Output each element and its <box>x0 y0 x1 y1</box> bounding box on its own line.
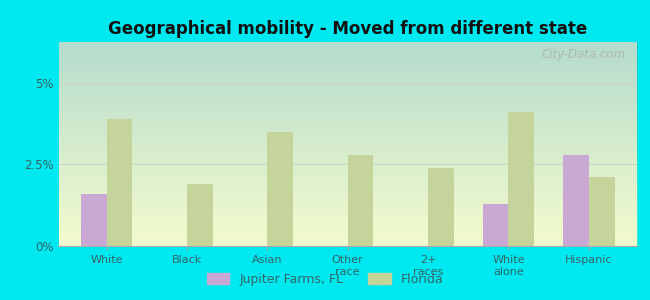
Bar <box>483 204 508 246</box>
Bar <box>81 194 107 246</box>
Bar <box>508 112 534 246</box>
Bar <box>107 119 133 246</box>
Bar <box>589 178 614 246</box>
Bar <box>187 184 213 246</box>
Title: Geographical mobility - Moved from different state: Geographical mobility - Moved from diffe… <box>108 20 588 38</box>
Bar <box>428 168 454 246</box>
Bar <box>563 154 589 246</box>
Legend: Jupiter Farms, FL, Florida: Jupiter Farms, FL, Florida <box>202 268 448 291</box>
Text: City-Data.com: City-Data.com <box>541 48 625 61</box>
Bar <box>267 132 293 246</box>
Bar <box>348 154 374 246</box>
